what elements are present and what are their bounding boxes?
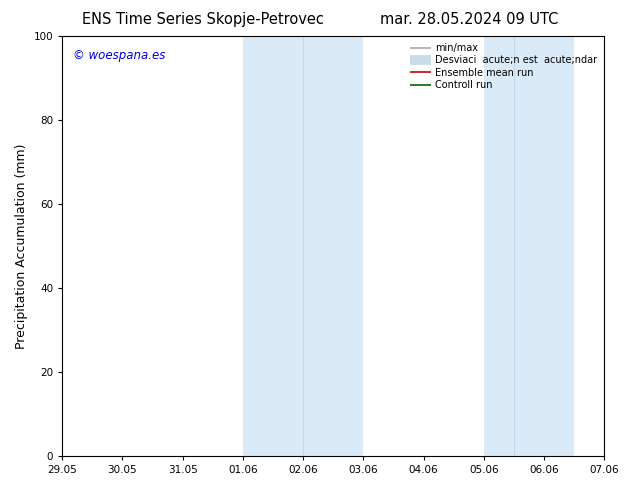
Bar bbox=[243, 36, 363, 456]
Text: mar. 28.05.2024 09 UTC: mar. 28.05.2024 09 UTC bbox=[380, 12, 559, 27]
Legend: min/max, Desviaci  acute;n est  acute;ndar, Ensemble mean run, Controll run: min/max, Desviaci acute;n est acute;ndar… bbox=[406, 39, 601, 94]
Text: ENS Time Series Skopje-Petrovec: ENS Time Series Skopje-Petrovec bbox=[82, 12, 325, 27]
Y-axis label: Precipitation Accumulation (mm): Precipitation Accumulation (mm) bbox=[15, 143, 28, 349]
Text: © woespana.es: © woespana.es bbox=[73, 49, 165, 62]
Bar bbox=[484, 36, 574, 456]
